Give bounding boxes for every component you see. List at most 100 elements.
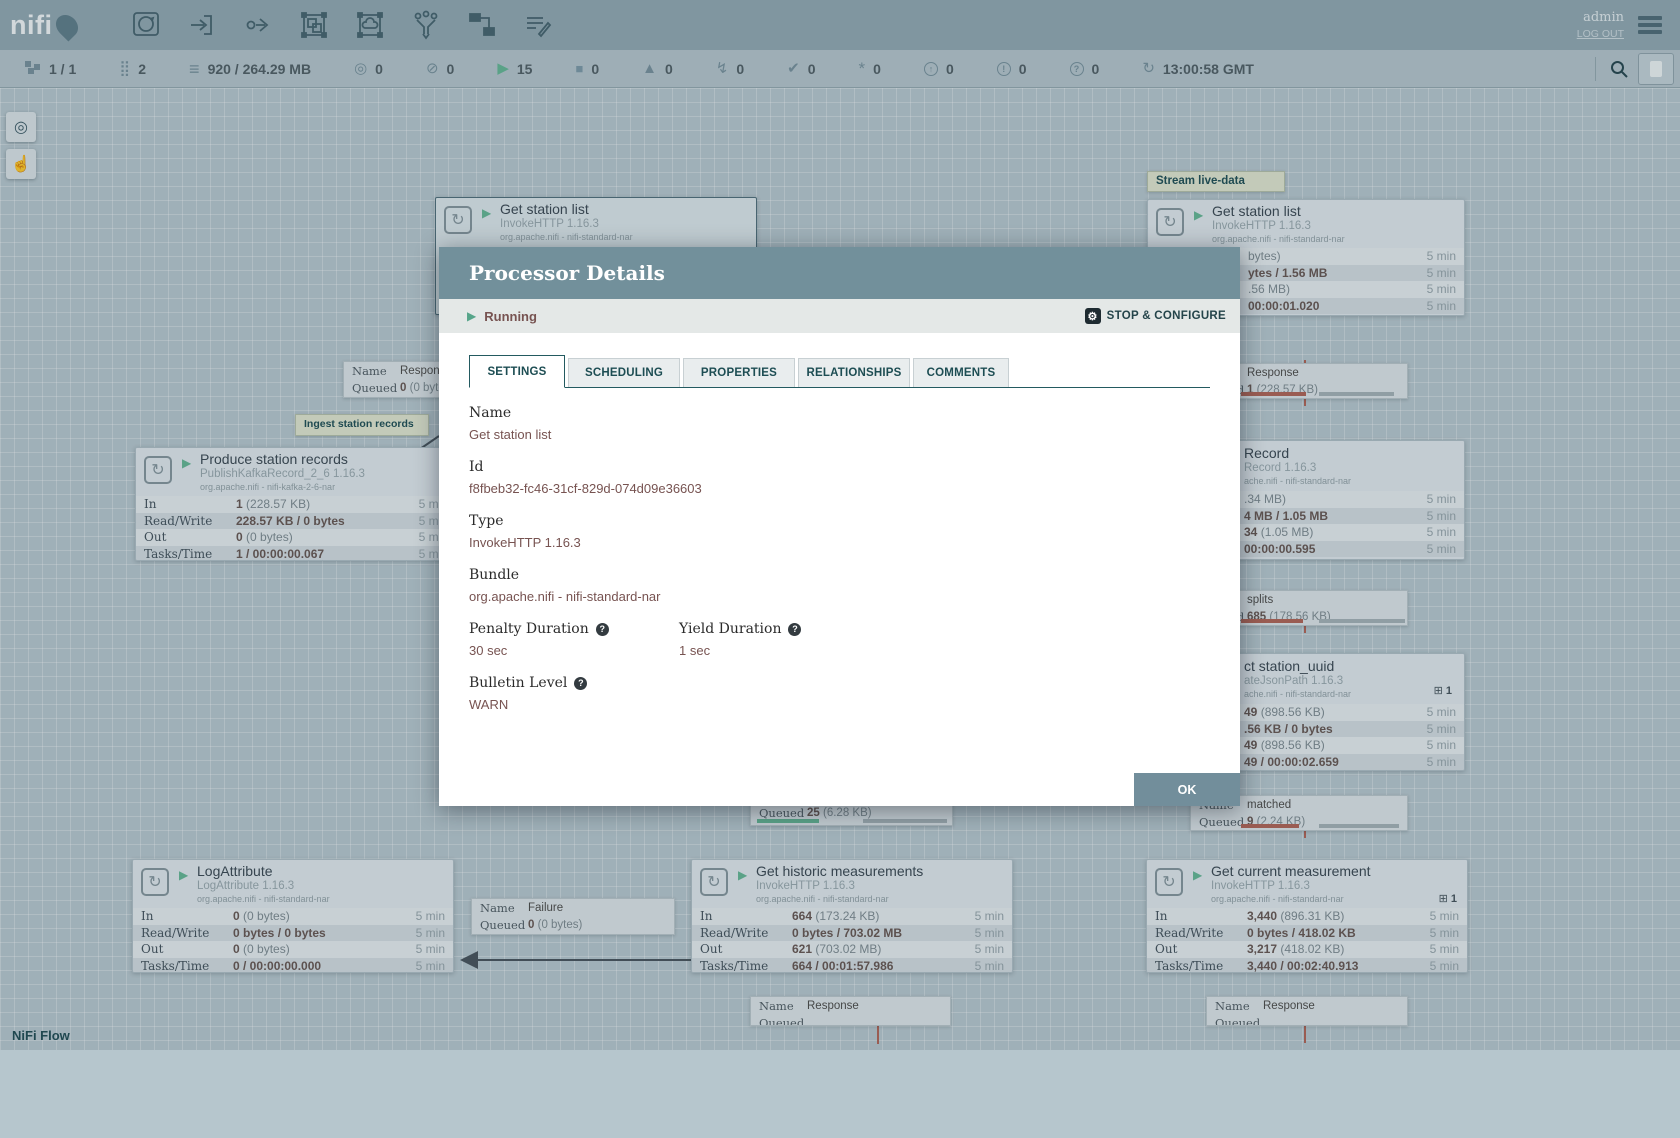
- bundle-label: Bundle: [469, 567, 520, 583]
- operate-palette-button[interactable]: ☝: [6, 149, 36, 179]
- processor-icon[interactable]: [131, 10, 161, 40]
- help-icon[interactable]: ?: [574, 676, 588, 690]
- sync-failure-icon: ?: [1069, 61, 1084, 76]
- not-transmitting-status: ⊘ 0: [425, 60, 455, 77]
- flow-label-stream-live-data[interactable]: Stream live-data: [1147, 171, 1285, 192]
- refresh-time: 13:00:58 GMT: [1162, 60, 1254, 77]
- processor-stamp-icon: ↻: [141, 868, 169, 896]
- id-value: f8fbeb32-fc46-31cf-829d-074d09e36603: [469, 481, 702, 496]
- processor-stamp-icon: ↻: [144, 456, 172, 484]
- processor-type: InvokeHTTP 1.16.3: [756, 880, 855, 892]
- disabled-status: ↯ 0: [715, 60, 745, 77]
- tab-comments[interactable]: COMMENTS: [913, 358, 1009, 387]
- bulletin-level-value: WARN: [469, 697, 509, 712]
- locally-modified-stale-status: ! 0: [996, 61, 1027, 77]
- search-icon[interactable]: [1610, 60, 1628, 78]
- connection-label-response-bottom-right[interactable]: Name Response Queued: [1206, 996, 1408, 1026]
- queued-count: 920 / 264.29 MB: [207, 60, 312, 77]
- cluster-nodes-icon: [24, 60, 41, 78]
- processor-bundle: ache.nifi - nifi-standard-nar: [1244, 689, 1352, 699]
- locally-modified-status: * 0: [858, 59, 881, 78]
- dialog-tabs: SETTINGS SCHEDULING PROPERTIES RELATIONS…: [469, 355, 1210, 388]
- tab-properties[interactable]: PROPERTIES: [683, 358, 795, 387]
- threads-status: ⣿ 2: [119, 61, 146, 77]
- refresh-icon[interactable]: ↻: [1142, 60, 1155, 77]
- nifi-logo: nifi: [0, 9, 118, 42]
- connection-label-queued-25[interactable]: Queued 25 (6.28 KB): [750, 803, 953, 826]
- cluster-status: 1 / 1: [24, 60, 76, 78]
- processor-stamp-icon: ↻: [700, 868, 728, 896]
- processor-bundle: org.apache.nifi - nifi-standard-nar: [197, 894, 330, 904]
- processor-name: Get station list: [500, 201, 589, 217]
- running-icon: ▶: [1194, 208, 1204, 222]
- remote-process-group-icon[interactable]: [355, 10, 385, 40]
- threads-count: 2: [138, 60, 147, 77]
- bulletin-level-label: Bulletin Level: [469, 675, 568, 691]
- breadcrumb[interactable]: NiFi Flow: [12, 1028, 70, 1043]
- queued-items-icon: ≡: [189, 58, 200, 79]
- tasks-badge: ⊞ 1: [1433, 685, 1452, 697]
- processor-type: InvokeHTTP 1.16.3: [500, 218, 599, 230]
- global-menu-icon[interactable]: [1638, 13, 1662, 37]
- running-icon: ▶: [738, 868, 748, 882]
- stop-and-configure-button[interactable]: ⚙ STOP & CONFIGURE: [1084, 308, 1226, 324]
- nifi-logo-text: nifi: [10, 9, 53, 40]
- tasks-badge: ⊞ 1: [1438, 893, 1457, 905]
- processor-record-partial[interactable]: Record Record 1.16.3 ache.nifi - nifi-st…: [1208, 440, 1465, 560]
- flow-label-ingest-station-records[interactable]: Ingest station records: [295, 414, 429, 436]
- navigate-palette-button[interactable]: ◎: [6, 112, 36, 142]
- birdseye-panel-button[interactable]: [1638, 52, 1674, 85]
- help-icon[interactable]: ?: [595, 622, 609, 636]
- processor-bundle: org.apache.nifi - nifi-standard-nar: [1212, 234, 1345, 244]
- not-transmitting-icon: ⊘: [425, 60, 439, 77]
- stale-icon: ↑: [923, 61, 938, 76]
- processor-stamp-icon: ↻: [444, 206, 472, 234]
- processor-extract-station-uuid-partial[interactable]: ct station_uuid ateJsonPath 1.16.3 ache.…: [1208, 653, 1465, 771]
- locally-modified-stale-icon: !: [996, 61, 1011, 76]
- help-icon[interactable]: ?: [788, 622, 802, 636]
- processor-name: Record: [1244, 445, 1290, 461]
- type-label: Type: [469, 513, 504, 529]
- processor-details-dialog: Processor Details ▶ Running ⚙ STOP & CON…: [439, 247, 1240, 806]
- navigate-icon: ◎: [14, 119, 28, 136]
- penalty-duration-value: 30 sec: [469, 643, 508, 658]
- up-to-date-icon: ✔: [787, 60, 800, 77]
- ok-button[interactable]: OK: [1134, 773, 1240, 806]
- output-port-icon[interactable]: [243, 10, 273, 40]
- processor-bundle: org.apache.nifi - nifi-kafka-2-6-nar: [200, 482, 336, 492]
- processor-bundle: org.apache.nifi - nifi-standard-nar: [500, 232, 633, 242]
- stopped-status: ■ 0: [575, 60, 600, 77]
- connection-label-response-bottom-center[interactable]: Name Response Queued: [750, 996, 951, 1026]
- tab-relationships[interactable]: RELATIONSHIPS: [798, 358, 910, 387]
- active-threads-icon: ⣿: [119, 60, 131, 77]
- input-port-icon[interactable]: [187, 10, 217, 40]
- running-status: ▶ 15: [497, 60, 533, 77]
- processor-produce-station-records[interactable]: ↻ ▶ Produce station records PublishKafka…: [135, 447, 457, 561]
- processor-type: Record 1.16.3: [1244, 462, 1317, 474]
- label-icon[interactable]: [523, 10, 553, 40]
- template-icon[interactable]: [467, 10, 497, 40]
- transmitting-icon: ◎: [354, 60, 368, 77]
- processor-logattribute[interactable]: ↻ ▶ LogAttribute LogAttribute 1.16.3 org…: [132, 859, 454, 973]
- processor-get-current-measurement[interactable]: ↻ ▶ Get current measurement InvokeHTTP 1…: [1146, 859, 1468, 973]
- tab-settings[interactable]: SETTINGS: [469, 355, 565, 388]
- running-icon: ▶: [482, 206, 492, 220]
- processor-name: LogAttribute: [197, 863, 273, 879]
- name-value: Get station list: [469, 427, 552, 442]
- logout-link[interactable]: LOG OUT: [1576, 28, 1624, 40]
- queued-status: ≡ 920 / 264.29 MB: [189, 60, 311, 78]
- id-label: Id: [469, 459, 484, 475]
- status-bar: 1 / 1 ⣿ 2 ≡ 920 / 264.29 MB ◎ 0 ⊘ 0 ▶ 15…: [0, 50, 1680, 88]
- funnel-icon[interactable]: [411, 10, 441, 40]
- processor-type: PublishKafkaRecord_2_6 1.16.3: [200, 468, 365, 480]
- hand-icon: ☝: [11, 156, 31, 173]
- stopped-icon: ■: [575, 61, 584, 76]
- connection-label-failure[interactable]: Name Failure Queued 0 (0 bytes): [471, 898, 675, 935]
- processor-get-historic-measurements[interactable]: ↻ ▶ Get historic measurements InvokeHTTP…: [691, 859, 1013, 973]
- yield-duration-label: Yield Duration: [679, 621, 782, 637]
- process-group-icon[interactable]: [299, 10, 329, 40]
- processor-type: InvokeHTTP 1.16.3: [1212, 220, 1311, 232]
- tab-scheduling[interactable]: SCHEDULING: [568, 358, 680, 387]
- processor-bundle: org.apache.nifi - nifi-standard-nar: [756, 894, 889, 904]
- stale-status: ↑ 0: [923, 61, 954, 77]
